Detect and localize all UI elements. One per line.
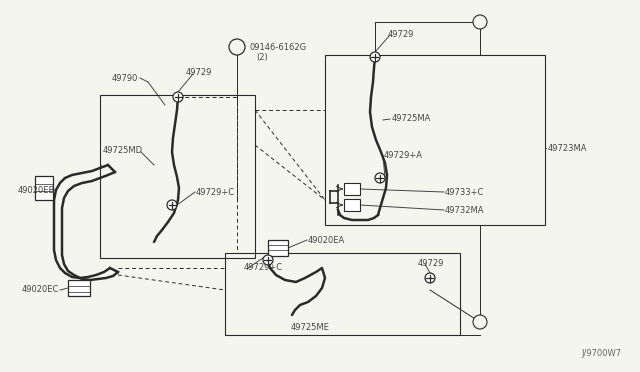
Text: 49725MA: 49725MA	[392, 113, 431, 122]
Circle shape	[229, 39, 245, 55]
Text: 49020EB: 49020EB	[18, 186, 56, 195]
Bar	[100, 95, 255, 258]
Circle shape	[473, 315, 487, 329]
Text: 09146-6162G: 09146-6162G	[249, 42, 306, 51]
Bar	[35, 176, 53, 200]
Text: 49729+A: 49729+A	[384, 151, 423, 160]
Circle shape	[263, 255, 273, 265]
Text: J/9700W7: J/9700W7	[582, 349, 622, 358]
Bar	[325, 55, 545, 225]
Circle shape	[167, 200, 177, 210]
Bar	[344, 183, 360, 195]
Text: (2): (2)	[256, 52, 268, 61]
Bar	[225, 253, 460, 335]
Bar	[68, 280, 90, 296]
Text: 49020EA: 49020EA	[308, 235, 345, 244]
Circle shape	[370, 52, 380, 62]
Text: 49732MA: 49732MA	[445, 205, 484, 215]
Text: 49729+C: 49729+C	[196, 187, 235, 196]
Circle shape	[375, 173, 385, 183]
Text: a: a	[477, 17, 483, 26]
Text: 49020EC: 49020EC	[22, 285, 60, 295]
Text: 49729: 49729	[388, 29, 414, 38]
Text: 49790: 49790	[112, 74, 138, 83]
Text: 49723MA: 49723MA	[548, 144, 588, 153]
Text: 49725MD: 49725MD	[103, 145, 143, 154]
Circle shape	[425, 273, 435, 283]
Circle shape	[473, 15, 487, 29]
Text: 49729: 49729	[418, 259, 444, 267]
Text: 49733+C: 49733+C	[445, 187, 484, 196]
Circle shape	[173, 92, 183, 102]
Text: b: b	[477, 317, 483, 327]
Bar	[344, 199, 360, 211]
Text: 49729+C: 49729+C	[244, 263, 283, 273]
Text: R: R	[234, 42, 239, 51]
Text: 49725ME: 49725ME	[291, 324, 330, 333]
Text: 49729: 49729	[186, 67, 212, 77]
Bar	[268, 240, 288, 256]
